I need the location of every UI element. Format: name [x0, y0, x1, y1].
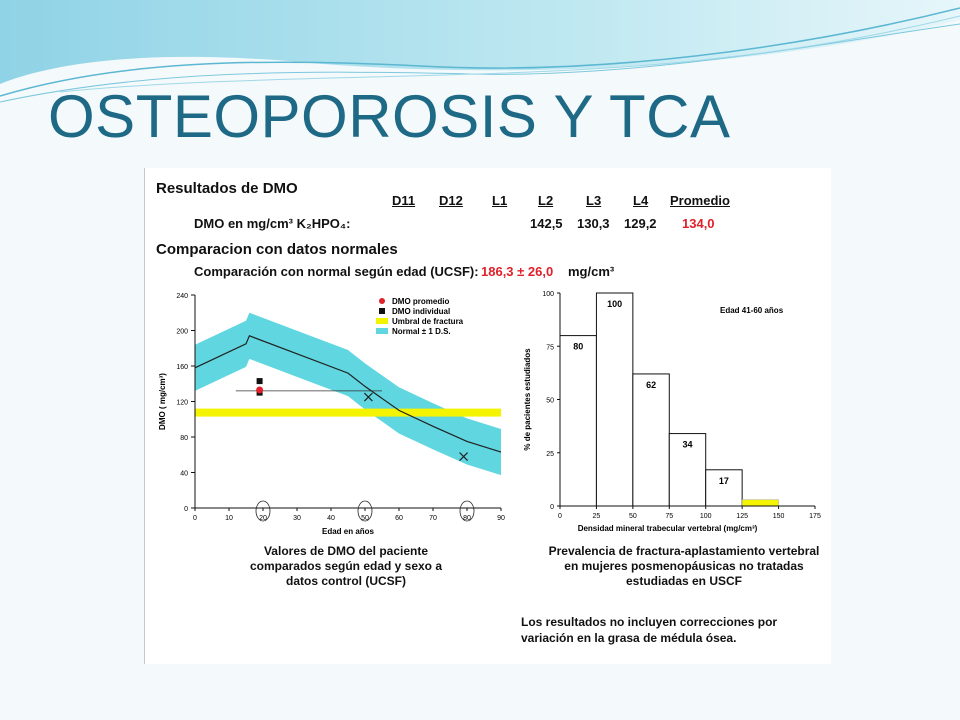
dmo-label: DMO en mg/cm³ K₂HPO₄:: [194, 216, 351, 231]
left-x-axis-label: Edad en años: [322, 527, 375, 536]
comparison-unit: mg/cm³: [568, 264, 615, 279]
dmo-value-L2: 142,5: [530, 216, 563, 231]
left-y-tick-label: 240: [176, 293, 188, 300]
col-D12: D12: [439, 193, 463, 208]
left-y-tick-label: 40: [180, 471, 188, 478]
histogram-bar: [705, 469, 743, 507]
comparison-value: 186,3 ± 26,0: [481, 264, 554, 279]
normal-mean-line: [194, 335, 502, 453]
col-D11: D11: [392, 193, 416, 208]
average-point: [256, 386, 264, 394]
histogram-bar: [559, 335, 597, 507]
left-y-tick-label: 120: [176, 400, 188, 407]
report-heading: Resultados de DMO: [156, 180, 298, 197]
note-text: Los resultados no incluyen correcciones …: [521, 615, 778, 645]
right-x-tick-label: 150: [773, 513, 785, 520]
dmo-value-promedio: 134,0: [682, 216, 715, 231]
legend-normal-swatch: [376, 328, 388, 334]
legend-individual-swatch: [379, 308, 385, 314]
legend-label: DMO promedio: [392, 297, 449, 306]
dmo-value-L4: 129,2: [624, 216, 657, 231]
left-x-tick-label: 60: [395, 515, 403, 522]
right-x-tick-label: 125: [736, 513, 748, 520]
left-y-tick-label: 0: [184, 506, 188, 513]
right-x-axis-label: Densidad mineral trabecular vertebral (m…: [578, 524, 758, 533]
legend-average-swatch: [379, 298, 385, 304]
right-y-tick-label: 100: [542, 291, 554, 298]
left-x-tick-label: 0: [193, 515, 197, 522]
dmo-age-chart: 0 40 80 120 160 200 240 0 10 20 30 40 50 60 70 80 90 Edad…: [158, 293, 505, 536]
comparison-heading: Comparacion con datos normales: [156, 241, 398, 258]
col-L2: L2: [538, 193, 554, 208]
circled-age-tick: [255, 500, 271, 522]
left-x-tick-label: 20: [259, 515, 267, 522]
legend-label: Umbral de fractura: [392, 317, 464, 326]
left-y-tick-label: 200: [176, 329, 188, 336]
left-chart-caption: Valores de DMO del paciente comparados s…: [249, 544, 443, 588]
right-x-tick-label: 100: [700, 513, 712, 520]
left-x-tick-label: 90: [497, 515, 505, 522]
legend-label: DMO individual: [392, 307, 450, 316]
histogram-bar: [595, 292, 634, 507]
histogram-bar-label: 80: [573, 342, 583, 352]
col-Promedio: Promedio: [670, 193, 730, 208]
cross-marker: [459, 452, 469, 461]
left-y-axis-label: DMO ( mg/cm³): [158, 373, 167, 430]
right-x-tick-label: 0: [558, 513, 562, 520]
histogram-bar-label: 62: [646, 380, 656, 390]
individual-point: [256, 378, 263, 385]
right-y-tick-label: 0: [550, 504, 554, 511]
dmo-value-L3: 130,3: [577, 216, 610, 231]
left-x-tick-label: 40: [327, 515, 335, 522]
normal-sd-band: [195, 312, 501, 476]
right-y-tick-label: 75: [546, 344, 554, 351]
left-y-tick-label: 160: [176, 364, 188, 371]
histogram-bar-label: 100: [607, 299, 622, 309]
fracture-threshold-band: [195, 408, 501, 417]
left-x-tick-label: 30: [293, 515, 301, 522]
right-chart-caption: Prevalencia de fractura-aplastamiento ve…: [548, 544, 820, 588]
left-x-tick-label: 50: [361, 515, 369, 522]
slide-title: OSTEOPOROSIS Y TCA: [48, 83, 731, 150]
comparison-label: Comparación con normal según edad (UCSF)…: [194, 264, 479, 279]
header-swoosh-decoration: [0, 0, 960, 103]
col-L3: L3: [586, 193, 602, 208]
histogram-bar-label: 34: [682, 440, 692, 450]
legend-threshold-swatch: [376, 318, 388, 324]
fracture-prevalence-chart: 80 100 62 34 17 0 25 50 75 100 0 25 50 75 100 125 150 175…: [523, 291, 821, 533]
right-y-tick-label: 25: [546, 451, 554, 458]
circled-age-tick: [459, 500, 475, 522]
histogram-bar-label: 17: [719, 476, 729, 486]
age-range-annotation: Edad 41-60 años: [720, 306, 784, 315]
left-x-tick-label: 10: [225, 515, 233, 522]
legend-label: Normal ± 1 D.S.: [392, 327, 451, 336]
right-y-axis-label: % de pacientes estudiados: [523, 348, 532, 451]
right-x-tick-label: 175: [809, 513, 821, 520]
right-x-tick-label: 50: [629, 513, 637, 520]
left-x-tick-label: 70: [429, 515, 437, 522]
right-x-tick-label: 75: [665, 513, 673, 520]
col-L1: L1: [492, 193, 508, 208]
left-x-tick-label: 80: [463, 515, 471, 522]
patient-bin-bar: [741, 499, 779, 507]
right-x-tick-label: 25: [593, 513, 601, 520]
circled-age-tick: [357, 500, 373, 522]
dmo-report-image: Resultados de DMO D11 D12 L1 L2 L3 L4 Pr…: [144, 168, 831, 664]
left-y-tick-label: 80: [180, 435, 188, 442]
cross-marker: [363, 392, 373, 402]
right-y-tick-label: 50: [546, 398, 554, 405]
col-L4: L4: [633, 193, 649, 208]
histogram-bar: [632, 373, 670, 507]
